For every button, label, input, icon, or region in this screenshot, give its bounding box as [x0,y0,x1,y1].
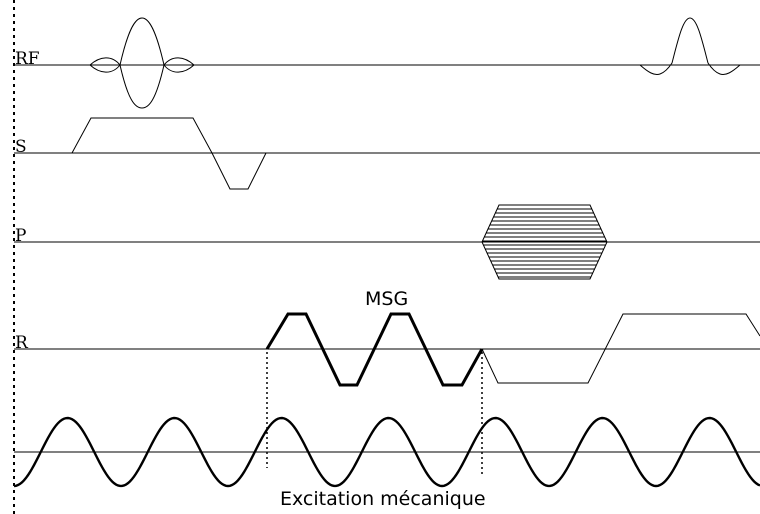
slice-channel-label: S [15,137,27,157]
msg-label: MSG [365,288,408,310]
phase-encoding-table [481,204,608,280]
rf-refocusing-pulse [639,17,741,75]
rf-excitation-pulse-upper [89,17,195,67]
readout-channel-label: R [15,333,29,353]
phase-encoding-outline [481,204,608,280]
excitation-label: Excitation mécanique [280,488,486,510]
phase-channel-label: P [15,226,26,246]
phase-encoding-steps [482,208,607,278]
rf-channel-label: RF [15,49,40,69]
readout-gradient [481,313,760,384]
mechanical-excitation-wave [13,416,760,488]
rf-excitation-pulse-lower [89,63,195,109]
slice-select-gradient [71,117,213,154]
msg-gradient [265,312,484,387]
slice-rephase-gradient [211,152,267,190]
